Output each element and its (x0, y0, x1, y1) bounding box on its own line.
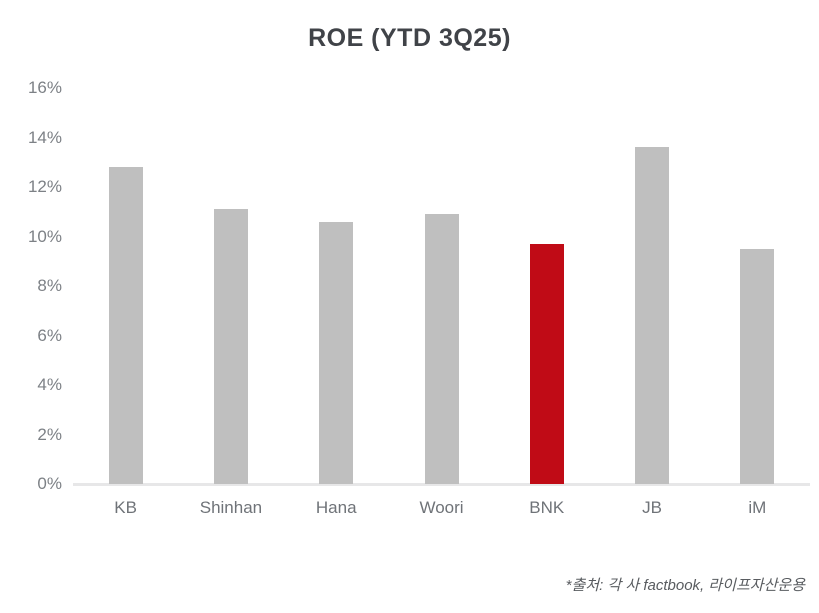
x-tick-label-iM: iM (748, 498, 767, 517)
y-tick-label: 10% (27, 226, 62, 246)
x-tick-label-KB: KB (114, 498, 137, 517)
bar-Hana (319, 221, 354, 484)
y-tick-label: 14% (27, 127, 62, 147)
x-tick-label-JB: JB (642, 498, 662, 517)
y-tick-label: 2% (37, 424, 62, 444)
bar-BNK (529, 243, 564, 484)
x-tick-label-Hana: Hana (315, 498, 357, 517)
source-footnote: *출처: 각 사 factbook, 라이프자산운용 (565, 577, 805, 594)
chart-title: ROE (YTD 3Q25) (308, 24, 511, 52)
bar-Shinhan (213, 209, 248, 484)
y-tick-label: 4% (37, 375, 62, 394)
bar-iM (740, 248, 775, 484)
x-tick-label-Woori: Woori (419, 498, 464, 517)
y-tick-label: 16% (27, 78, 62, 97)
y-tick-label: 0% (37, 474, 62, 493)
x-axis-line (73, 483, 810, 486)
x-tick-label-BNK: BNK (529, 498, 565, 517)
y-tick-label: 8% (37, 276, 62, 295)
x-tick-label-Shinhan: Shinhan (199, 498, 263, 517)
bar-Woori (424, 214, 459, 484)
bar-KB (108, 167, 143, 484)
y-tick-label: 6% (37, 325, 62, 345)
bar-JB (635, 147, 670, 484)
y-tick-label: 12% (27, 177, 62, 196)
